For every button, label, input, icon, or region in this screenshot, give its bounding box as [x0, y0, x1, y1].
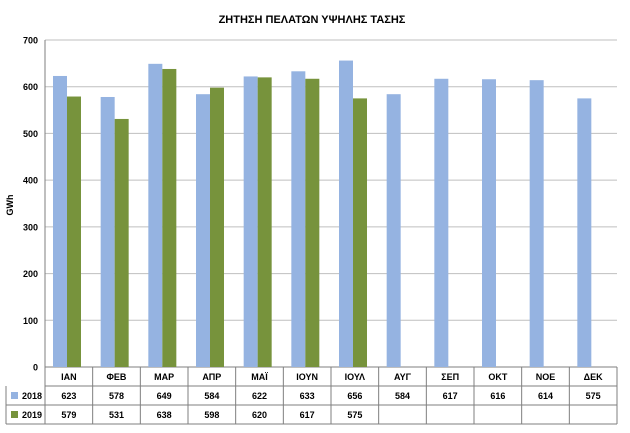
bar-2019-ΑΠΡ: [210, 87, 224, 368]
data-label: 620: [252, 410, 267, 420]
x-tick-label: ΔΕΚ: [584, 372, 603, 382]
legend-swatch-2019: [11, 411, 18, 418]
x-tick-label: ΟΚΤ: [488, 372, 508, 382]
y-tick-label: 0: [33, 363, 38, 373]
x-tick-label: ΜΑΡ: [154, 372, 174, 382]
data-label: 623: [61, 391, 76, 401]
bars: [53, 60, 592, 368]
data-label: 584: [204, 391, 219, 401]
x-tick-label: ΙΟΥΛ: [345, 372, 365, 382]
data-label: 649: [157, 391, 172, 401]
bar-2018-ΝΟΕ: [529, 80, 544, 367]
data-label: 617: [300, 410, 315, 420]
bar-2018-ΙΑΝ: [53, 75, 67, 367]
x-tick-label: ΝΟΕ: [536, 372, 556, 382]
x-tick-label: ΣΕΠ: [441, 372, 459, 382]
data-label: 617: [443, 391, 458, 401]
x-tick-label: ΜΑΪ: [251, 372, 268, 382]
bar-2019-ΦΕΒ: [114, 118, 129, 367]
bar-2018-ΑΠΡ: [196, 94, 210, 367]
data-label: 575: [347, 410, 362, 420]
y-tick-label: 300: [23, 222, 38, 232]
data-table: ΙΑΝ ΦΕΒ ΜΑΡ ΑΠΡ ΜΑΪ ΙΟΥΝ ΙΟΥΛ ΑΥΓ ΣΕΠ ΟΚΤ ΝΟΕ ΔΕΚ 20…: [5, 367, 618, 425]
chart-title: ΖΗΤΗΣΗ ΠΕΛΑΤΩΝ ΥΨΗΛΗΣ ΤΑΣΗΣ: [219, 14, 406, 26]
data-label: 598: [204, 410, 219, 420]
data-label: 633: [300, 391, 315, 401]
data-label: 622: [252, 391, 267, 401]
bar-2018-ΜΑΪ: [243, 76, 258, 368]
data-label: 614: [538, 391, 553, 401]
x-tick-label: ΙΟΥΝ: [296, 372, 318, 382]
bar-2019-ΙΟΥΛ: [353, 98, 367, 368]
bar-2018-ΑΥΓ: [386, 94, 401, 367]
y-axis-label: GWh: [5, 195, 15, 216]
x-tick-label: ΑΠΡ: [202, 372, 221, 382]
x-tick-label: ΑΥΓ: [394, 372, 412, 382]
bar-2018-ΙΟΥΝ: [291, 71, 306, 367]
data-label: 656: [347, 391, 362, 401]
bar-2019-ΙΟΥΝ: [305, 78, 320, 367]
data-label: 584: [395, 391, 410, 401]
data-label: 616: [490, 391, 505, 401]
gridlines: 0 100 200 300 400 500 600 700: [23, 36, 617, 373]
y-tick-label: 600: [23, 82, 38, 92]
y-tick-label: 100: [23, 316, 38, 326]
data-label: 575: [586, 391, 601, 401]
legend-swatch-2018: [11, 392, 18, 399]
bar-2019-ΜΑΡ: [162, 68, 177, 367]
legend-label-2018: 2018: [22, 391, 42, 401]
bar-2018-ΔΕΚ: [577, 98, 592, 368]
legend-label-2019: 2019: [22, 410, 42, 420]
bar-2018-ΟΚΤ: [482, 79, 496, 368]
y-tick-label: 700: [23, 36, 38, 46]
data-label: 531: [109, 410, 124, 420]
bar-2019-ΜΑΪ: [257, 77, 272, 367]
bar-2018-ΣΕΠ: [434, 78, 449, 367]
bar-2018-ΙΟΥΛ: [339, 60, 353, 367]
bar-2019-ΙΑΝ: [67, 96, 81, 367]
x-tick-label: ΙΑΝ: [61, 372, 77, 382]
bar-2018-ΜΑΡ: [148, 63, 163, 368]
data-label: 579: [61, 410, 76, 420]
data-label: 638: [157, 410, 172, 420]
y-tick-label: 500: [23, 129, 38, 139]
data-label: 578: [109, 391, 124, 401]
y-tick-label: 400: [23, 176, 38, 186]
y-tick-label: 200: [23, 269, 38, 279]
x-tick-label: ΦΕΒ: [107, 372, 127, 382]
bar-2018-ΦΕΒ: [100, 96, 115, 368]
